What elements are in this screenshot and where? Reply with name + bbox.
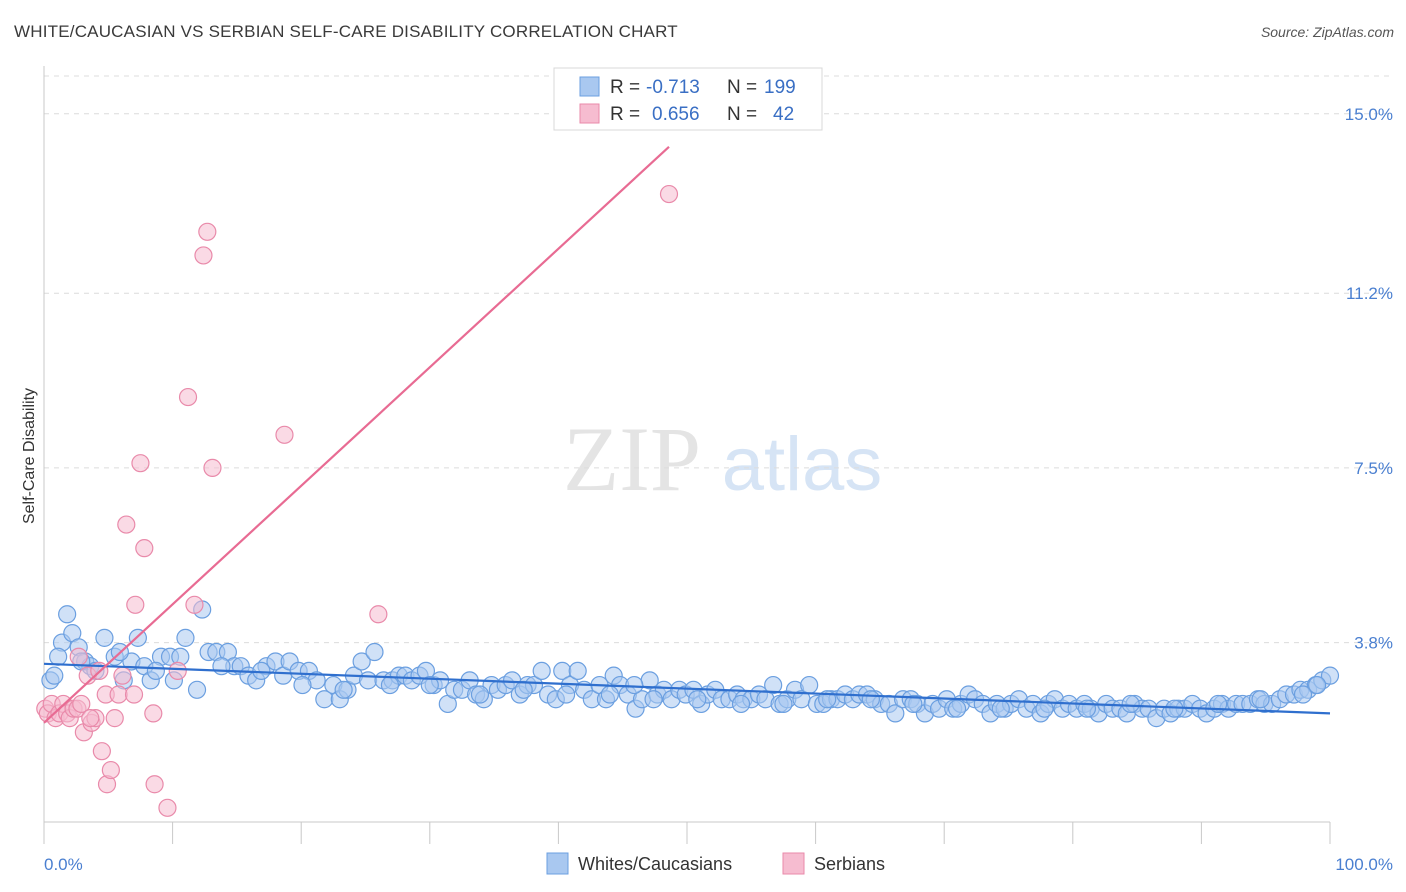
trend-line-serbians	[43, 146, 670, 724]
data-point-whites	[1121, 694, 1140, 714]
data-point-whites	[95, 628, 114, 647]
data-point-whites	[187, 680, 207, 699]
data-point-serbians	[203, 458, 222, 477]
data-point-serbians	[369, 605, 388, 624]
source-label: Source: ZipAtlas.com	[1260, 24, 1394, 40]
data-point-whites	[800, 675, 819, 695]
data-point-whites	[58, 605, 77, 624]
data-point-serbians	[145, 775, 164, 794]
data-point-whites	[45, 666, 64, 685]
x-tick-label-max: 100.0%	[1335, 855, 1393, 874]
legend-swatch-serbians	[579, 103, 600, 124]
data-point-whites	[212, 657, 231, 676]
bottom-legend-label-serbians: Serbians	[814, 854, 885, 874]
y-tick-label: 15.0%	[1345, 105, 1393, 124]
trend-line-whites	[43, 662, 1331, 715]
data-point-whites	[146, 661, 165, 681]
data-point-whites	[420, 675, 439, 695]
data-point-whites	[1308, 675, 1327, 695]
tick-labels: 3.8% 7.5% 11.2% 15.0% 0.0% 100.0%	[44, 105, 1393, 874]
watermark-zip: ZIP	[563, 408, 701, 510]
data-point-whites	[352, 652, 371, 671]
bottom-legend-swatch-serbians	[782, 852, 805, 875]
data-point-whites	[904, 694, 923, 714]
y-axis-label: Self-Care Disability	[21, 388, 38, 524]
chart-title: WHITE/CAUCASIAN VS SERBIAN SELF-CARE DIS…	[14, 22, 678, 41]
data-point-whites	[774, 694, 793, 714]
data-point-serbians	[113, 666, 132, 685]
data-point-whites	[861, 690, 880, 709]
data-point-whites	[514, 680, 533, 699]
data-point-whites	[334, 680, 353, 699]
y-tick-label: 11.2%	[1346, 284, 1393, 303]
data-point-whites	[358, 671, 378, 690]
data-point-serbians	[275, 425, 294, 444]
legend-r-label-1: R =	[610, 77, 640, 98]
data-point-serbians	[126, 595, 145, 614]
legend-swatch-whites	[579, 76, 600, 97]
data-point-whites	[731, 694, 751, 714]
data-point-serbians	[158, 798, 177, 817]
legend-r-label-2: R =	[610, 104, 640, 125]
data-point-serbians	[69, 647, 88, 666]
legend-n-label-1: N =	[727, 77, 757, 98]
legend-n-value-1: 199	[764, 77, 796, 98]
gridlines	[44, 75, 1392, 644]
data-point-serbians	[198, 222, 217, 241]
bottom-legend-swatch-whites	[546, 852, 569, 875]
data-point-whites	[1035, 699, 1054, 718]
data-point-serbians	[144, 704, 163, 723]
data-point-whites	[380, 675, 400, 695]
data-point-serbians	[92, 742, 111, 761]
series-whites-points	[41, 600, 1340, 728]
data-point-serbians	[185, 595, 204, 614]
y-tick-label: 3.8%	[1354, 634, 1393, 653]
data-point-whites	[365, 642, 384, 662]
data-point-whites	[991, 699, 1010, 718]
bottom-legend-label-whites: Whites/Caucasians	[578, 854, 732, 874]
data-point-serbians	[659, 184, 679, 204]
data-point-serbians	[194, 246, 213, 265]
legend-n-label-2: N =	[727, 104, 757, 125]
data-point-whites	[49, 647, 68, 666]
data-point-whites	[568, 661, 587, 681]
data-point-whites	[625, 675, 644, 695]
data-point-whites	[176, 628, 195, 647]
data-point-serbians	[168, 661, 187, 681]
trend-lines	[43, 146, 1331, 724]
data-point-whites	[557, 685, 576, 704]
data-point-whites	[600, 685, 619, 704]
data-point-serbians	[117, 515, 136, 534]
data-point-whites	[947, 699, 967, 718]
legend-r-value-1: -0.713	[646, 77, 700, 98]
data-point-serbians	[81, 709, 100, 728]
data-point-whites	[1293, 685, 1313, 704]
data-point-serbians	[178, 387, 198, 407]
data-point-whites	[470, 685, 490, 704]
data-point-whites	[688, 690, 707, 709]
correlation-legend: R = -0.713 N = 199 R = 0.656 N = 42	[553, 67, 823, 131]
x-tick-label-min: 0.0%	[44, 855, 83, 874]
watermark-atlas: atlas	[722, 422, 883, 507]
series-legend: Whites/Caucasians Serbians	[546, 852, 885, 875]
axes	[43, 66, 1331, 844]
data-point-whites	[764, 675, 783, 695]
data-point-serbians	[101, 760, 120, 780]
legend-n-value-2: 42	[773, 104, 794, 125]
data-point-whites	[293, 675, 312, 695]
y-tick-label: 7.5%	[1354, 459, 1393, 478]
data-point-serbians	[72, 694, 91, 714]
data-point-whites	[1251, 690, 1270, 709]
data-point-whites	[644, 690, 663, 709]
data-point-serbians	[131, 454, 150, 473]
data-point-serbians	[105, 709, 124, 728]
data-point-serbians	[109, 685, 128, 704]
data-point-serbians	[124, 685, 144, 704]
data-point-whites	[1320, 666, 1340, 685]
legend-r-value-2: 0.656	[652, 104, 700, 125]
data-point-serbians	[135, 539, 154, 558]
data-point-whites	[532, 661, 551, 681]
data-point-whites	[886, 704, 905, 723]
